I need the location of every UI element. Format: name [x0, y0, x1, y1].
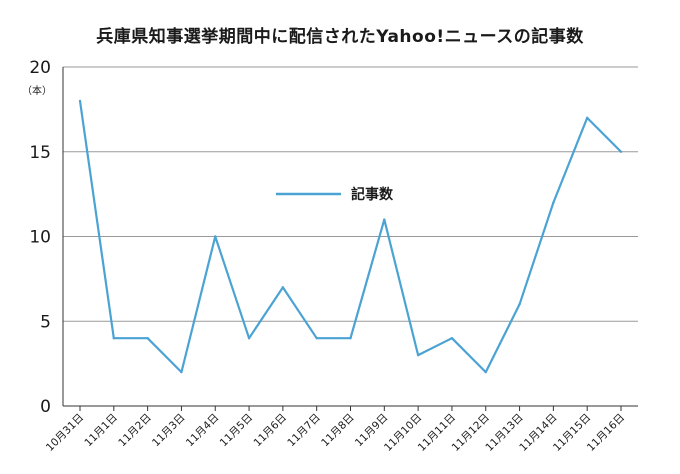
data-point: [552, 201, 555, 204]
data-point: [247, 337, 251, 340]
x-tick-label: 11月7日: [285, 412, 323, 450]
data-point: [78, 99, 82, 103]
series-lines: [78, 99, 623, 374]
data-point: [281, 286, 285, 289]
y-tick-label: 10: [29, 228, 51, 248]
data-point: [518, 303, 521, 306]
x-axis-ticks: 10月31日11月1日11月2日11月3日11月4日11月5日11月6日11月7…: [44, 406, 627, 454]
legend: 記事数: [276, 186, 394, 203]
y-tick-label: 5: [40, 312, 51, 332]
y-tick-label: 15: [29, 143, 51, 163]
y-tick-label: 0: [40, 397, 51, 417]
x-tick-label: 11月4日: [184, 412, 222, 450]
y-axis-unit-label: （本）: [22, 84, 52, 97]
x-tick-label: 11月8日: [319, 412, 357, 450]
data-point: [180, 370, 183, 374]
x-tick-label: 11月16日: [585, 412, 627, 454]
x-tick-label: 11月5日: [218, 412, 256, 450]
x-tick-label: 11月6日: [251, 412, 289, 450]
data-point: [484, 370, 487, 374]
x-tick-label: 10月31日: [44, 412, 86, 454]
data-point: [585, 116, 589, 120]
data-point: [349, 337, 352, 340]
data-point: [383, 218, 386, 221]
data-point: [450, 337, 454, 340]
x-tick-label: 11月3日: [150, 412, 188, 450]
data-point: [146, 337, 149, 340]
y-axis-ticks: 0 5 10 15 20: [29, 58, 51, 417]
data-point: [416, 353, 420, 357]
data-point: [315, 337, 318, 340]
y-tick-label: 20: [29, 58, 51, 78]
x-tick-label: 11月1日: [82, 412, 120, 450]
legend-label: 記事数: [351, 186, 394, 203]
data-point: [112, 337, 116, 340]
chart-title: 兵庫県知事選挙期間中に配信されたYahoo!ニュースの記事数: [96, 27, 584, 47]
gridlines: [63, 66, 638, 322]
x-tick-label: 11月2日: [116, 412, 154, 450]
data-point: [619, 150, 623, 153]
data-point: [214, 235, 217, 238]
